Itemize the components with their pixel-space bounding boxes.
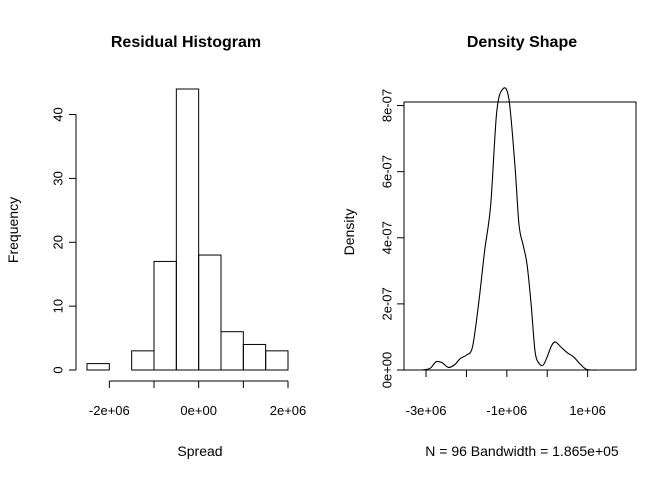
histogram-x-tick-label: 0e+00 [180,403,217,418]
density-y-ticks: 0e+00 2e-07 4e-07 6e-07 8e-07 [380,89,404,389]
histogram-y-ticks: 0 10 20 30 40 [51,107,76,374]
histogram-bar-3 [153,260,177,371]
density-plot-frame [403,101,637,371]
histogram-bars [86,88,289,371]
histogram-x-tick-label: -2e+06 [89,403,130,418]
density-x-tick-label: -1e+06 [486,403,527,418]
histogram-title: Residual Histogram [111,34,261,51]
histogram-bar-4 [175,88,200,371]
histogram-bar-8 [265,350,289,371]
histogram-y-label: Frequency [5,197,21,263]
density-y-tick-label: 0e+00 [380,352,395,389]
density-x-ticks: -3e+06 -1e+06 1e+06 [406,370,606,418]
density-y-tick-label: 4e-07 [380,221,395,254]
histogram-y-tick-label: 10 [51,299,66,313]
histogram-y-tick-label: 0 [51,366,66,373]
histogram-y-tick-label: 30 [51,171,66,185]
density-y-tick-label: 8e-07 [380,89,395,122]
histogram-bar-6 [220,331,244,371]
density-title: Density Shape [467,34,577,51]
density-x-tick-label: -3e+06 [406,403,447,418]
histogram-panel: Residual Histogram -2e+06 0e+00 2e+06 0 10 2… [5,34,306,459]
histogram-x-label: Spread [177,443,222,459]
density-x-label: N = 96 Bandwidth = 1.865e+05 [425,443,619,459]
histogram-bar-0 [86,363,110,371]
histogram-y-tick-label: 20 [51,235,66,249]
density-panel: Density Shape -3e+06 -1e+06 1e+06 0e+00 2e-… [341,34,637,459]
density-x-tick-label: 1e+06 [569,403,606,418]
density-y-tick-label: 6e-07 [380,155,395,188]
histogram-y-tick-label: 40 [51,107,66,121]
histogram-bar-2 [131,350,155,371]
density-y-label: Density [341,209,357,256]
density-y-tick-label: 2e-07 [380,287,395,320]
density-curve [421,87,626,371]
histogram-x-ticks: -2e+06 0e+00 2e+06 [89,381,306,418]
histogram-bar-7 [242,343,267,371]
histogram-bar-5 [198,254,222,371]
histogram-x-tick-label: 2e+06 [270,403,307,418]
